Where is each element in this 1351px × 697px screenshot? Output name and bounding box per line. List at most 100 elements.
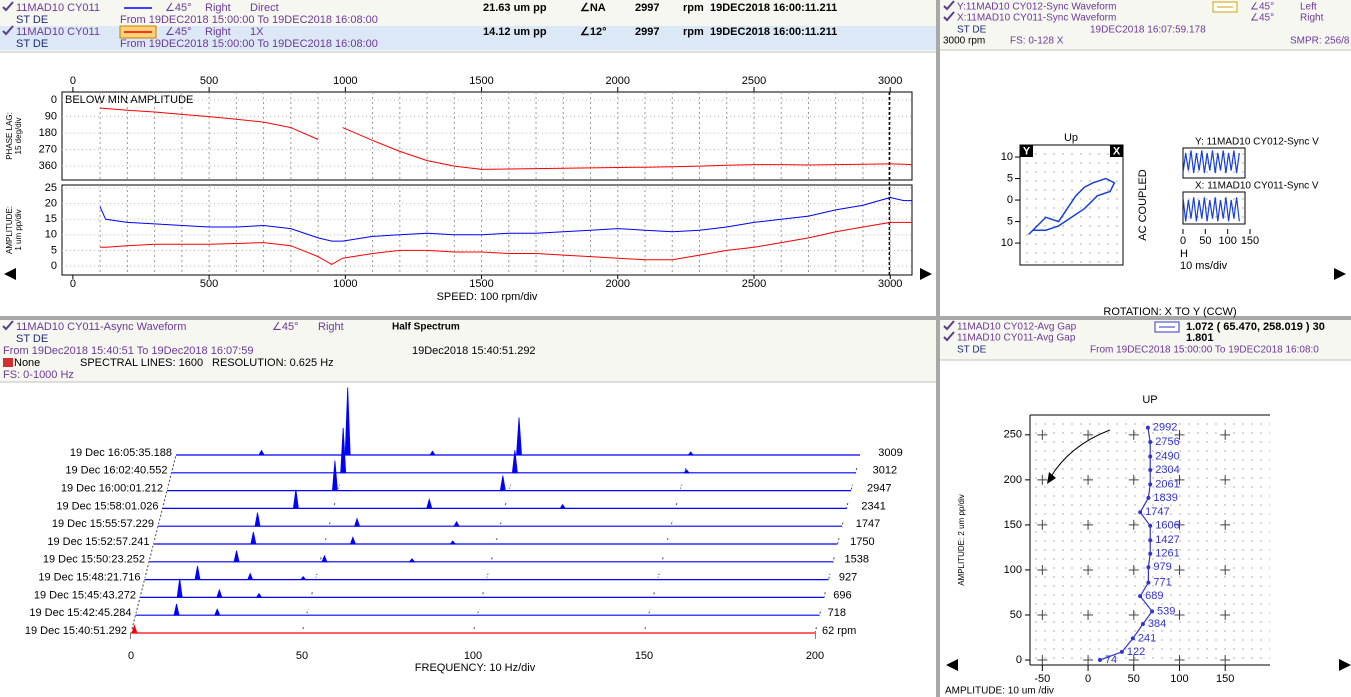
y-tick-label: 0 bbox=[1016, 654, 1022, 666]
speed-label: 241 bbox=[1138, 632, 1156, 644]
trace-mask bbox=[167, 488, 851, 503]
speed-label: 1427 bbox=[1155, 534, 1179, 546]
scroll-left[interactable] bbox=[4, 268, 16, 280]
gap-value: 1.801 bbox=[1186, 332, 1214, 344]
waveform-line bbox=[1182, 197, 1240, 222]
speed-label: 1606 bbox=[1155, 520, 1179, 532]
separator bbox=[936, 0, 940, 697]
spectral-peak bbox=[255, 592, 263, 598]
header bbox=[940, 0, 1351, 50]
speed-label: 1839 bbox=[1153, 492, 1177, 504]
frequency-span: FS: 0-1000 Hz bbox=[3, 369, 74, 381]
x-tick-label: 500 bbox=[200, 75, 218, 87]
tag-box bbox=[1110, 145, 1123, 157]
spectral-peak bbox=[254, 512, 261, 527]
machine-name: ST DE bbox=[16, 14, 48, 26]
y-tick-label: 20 bbox=[45, 198, 57, 210]
centerline-point bbox=[1148, 551, 1153, 556]
speed-label: 539 bbox=[1157, 605, 1175, 617]
y-tick-label: 5 bbox=[51, 244, 57, 256]
rotation-arrow bbox=[1049, 429, 1111, 479]
trace-mask bbox=[158, 524, 842, 539]
probe-tag: Y bbox=[1023, 145, 1031, 157]
grid-cross bbox=[1128, 655, 1139, 666]
centerline-path bbox=[1099, 427, 1153, 661]
channel-icon bbox=[2, 25, 14, 36]
trace-speed: 62 rpm bbox=[822, 625, 856, 637]
scroll-right[interactable] bbox=[920, 268, 932, 280]
trace-speed: 696 bbox=[833, 589, 851, 601]
speed-value: 2997 bbox=[635, 26, 659, 38]
channel-name: 11MAD10 CY011 bbox=[16, 2, 100, 14]
probe-tag: X bbox=[1113, 145, 1121, 157]
trace-time: 19 Dec 15:58:01.026 bbox=[56, 500, 158, 512]
spectral-peak bbox=[453, 520, 460, 527]
trace-speed: 1750 bbox=[850, 536, 874, 548]
trace-mask bbox=[140, 595, 824, 610]
trace-mask bbox=[135, 613, 820, 628]
scroll-right[interactable] bbox=[1339, 659, 1351, 671]
trace-speed: 927 bbox=[839, 572, 857, 584]
scroll-right[interactable] bbox=[1334, 268, 1346, 280]
centerline-point bbox=[1140, 622, 1145, 627]
x-tick-label: 3000 bbox=[878, 75, 902, 87]
grid-cross bbox=[1128, 610, 1139, 620]
sample-range: FS: 0-128 X bbox=[1010, 36, 1064, 47]
speed-unit: rpm bbox=[683, 26, 704, 38]
grid-cross bbox=[1037, 610, 1048, 620]
probe-side: Right bbox=[1300, 13, 1324, 24]
speed-label: 2992 bbox=[1153, 422, 1177, 434]
y-tick-label: 50 bbox=[1010, 609, 1022, 621]
y-tick-label: 10 bbox=[45, 229, 57, 241]
channel-name: 11MAD10 CY011-Async Waveform bbox=[16, 321, 186, 333]
channel-icon bbox=[943, 331, 955, 342]
y-tick-label: 360 bbox=[39, 160, 57, 172]
y-tick-label: 0 bbox=[51, 94, 57, 106]
probe-side: Left bbox=[1300, 2, 1317, 13]
y-axis-label: AMPLITUDE: bbox=[5, 206, 14, 254]
grid-cross bbox=[1174, 474, 1185, 485]
tag-box bbox=[1020, 145, 1033, 157]
trace-mask bbox=[149, 559, 833, 574]
trace-mask bbox=[131, 631, 815, 645]
channel-name: X:11MAD10 CY011-Sync Waveform bbox=[957, 13, 1116, 24]
grid-cross bbox=[1083, 655, 1094, 666]
speed-label: 2304 bbox=[1155, 464, 1179, 476]
plot-mode: Half Spectrum bbox=[392, 322, 460, 333]
y-axis-label: AMPLITUDE: 2 um pp/div bbox=[957, 494, 966, 586]
trace-time: 19 Dec 15:52:57.241 bbox=[47, 536, 149, 548]
y-tick-label: 5 bbox=[1007, 172, 1013, 184]
resolution: RESOLUTION: 0.625 Hz bbox=[212, 357, 334, 369]
grid-cross bbox=[1174, 429, 1185, 440]
spectral-peak bbox=[292, 489, 299, 509]
centerline-point bbox=[1146, 565, 1151, 570]
x-tick-label: 0 bbox=[1085, 673, 1091, 685]
speed-label: 1261 bbox=[1155, 548, 1179, 560]
amplitude-line bbox=[99, 196, 912, 242]
y-tick-label: 0 bbox=[1007, 194, 1013, 206]
spectral-peak bbox=[426, 497, 433, 509]
speed-label: 979 bbox=[1153, 561, 1171, 573]
speed-value: 2997 bbox=[635, 2, 659, 14]
plot-frame bbox=[1019, 144, 1124, 266]
filter-type: Direct bbox=[250, 2, 279, 14]
separator bbox=[0, 316, 1351, 320]
grid-cross bbox=[1128, 519, 1139, 530]
grid-cross bbox=[1037, 564, 1048, 575]
trace-time: 19 Dec 16:00:01.212 bbox=[61, 483, 163, 495]
phase-line bbox=[100, 107, 913, 170]
grid-cross bbox=[1220, 655, 1231, 666]
speed-label: 1747 bbox=[1145, 506, 1169, 518]
centerline-point bbox=[1138, 594, 1143, 599]
x-axis-label: AMPLITUDE: 10 um /div bbox=[945, 686, 1054, 697]
x-tick-label: 0 bbox=[1180, 235, 1186, 247]
x-tick-label: 100 bbox=[1218, 235, 1236, 247]
scroll-left[interactable] bbox=[946, 659, 958, 671]
trace-speed: 3012 bbox=[873, 465, 897, 477]
y-tick-label: 180 bbox=[39, 127, 57, 139]
timestamp: 19DEC2018 16:00:11.211 bbox=[710, 2, 837, 14]
trace-time: 19 Dec 16:05:35.188 bbox=[70, 447, 172, 459]
y-tick-label: 0 bbox=[51, 260, 57, 272]
y-tick-label: 10 bbox=[1001, 151, 1013, 163]
grid-cross bbox=[1174, 564, 1185, 575]
